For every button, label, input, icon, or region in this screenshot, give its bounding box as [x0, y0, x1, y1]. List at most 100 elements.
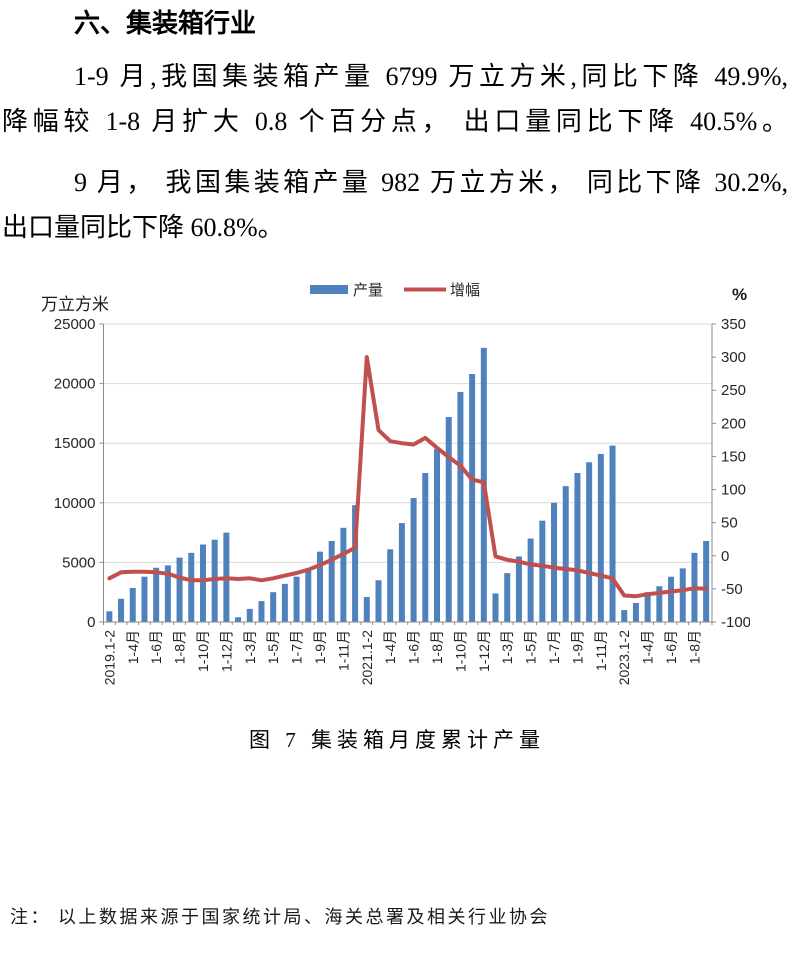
- paragraph-line: 9 月， 我国集装箱产量 982 万立方米， 同比下降 30.2%,: [74, 168, 788, 197]
- bar: [340, 527, 347, 622]
- svg-text:1-6月: 1-6月: [148, 630, 164, 664]
- svg-text:200: 200: [721, 415, 746, 432]
- production-chart: 0 5000 10000 15000 20000 25000 -100 -50 0 50 100 15…: [40, 278, 750, 715]
- x-axis-labels: 2019.1-2 1-4月 1-6月 1-8月 1-10月 1-12月 1-3月 1-5月 1-…: [101, 630, 702, 685]
- svg-text:1-7月: 1-7月: [546, 630, 562, 664]
- svg-text:1-4月: 1-4月: [382, 630, 398, 664]
- bar: [387, 549, 394, 622]
- svg-text:0: 0: [87, 614, 95, 631]
- bar: [141, 576, 148, 622]
- bar: [609, 445, 616, 622]
- chart-canvas: 0 5000 10000 15000 20000 25000 -100 -50 0 50 100 15…: [41, 282, 750, 685]
- bar: [188, 552, 195, 622]
- svg-text:350: 350: [721, 316, 746, 333]
- svg-text:1-12月: 1-12月: [476, 630, 492, 672]
- svg-text:1-9月: 1-9月: [312, 630, 328, 664]
- bar: [199, 544, 206, 622]
- svg-text:1-7月: 1-7月: [289, 630, 305, 664]
- svg-text:5000: 5000: [62, 554, 95, 571]
- bar: [270, 592, 277, 622]
- svg-text:1-5月: 1-5月: [265, 630, 281, 664]
- bar: [515, 556, 522, 622]
- svg-text:1-8月: 1-8月: [429, 630, 445, 664]
- svg-text:2021.1-2: 2021.1-2: [359, 630, 375, 685]
- svg-text:1-4月: 1-4月: [125, 630, 141, 664]
- bar: [164, 565, 171, 622]
- svg-text:1-10月: 1-10月: [452, 630, 468, 672]
- svg-text:1-9月: 1-9月: [569, 630, 585, 664]
- svg-text:1-8月: 1-8月: [172, 630, 188, 664]
- svg-text:1-10月: 1-10月: [195, 630, 211, 672]
- bar: [328, 540, 335, 622]
- svg-text:2023.1-2: 2023.1-2: [616, 630, 632, 685]
- bar: [586, 462, 593, 622]
- left-axis-title: 万立方米: [41, 295, 109, 314]
- section-title: 六、集装箱行业: [74, 8, 257, 38]
- svg-text:1-6月: 1-6月: [406, 630, 422, 664]
- svg-text:-100: -100: [721, 614, 750, 631]
- bar: [375, 580, 382, 622]
- bar: [668, 576, 675, 622]
- bar: [562, 486, 569, 622]
- bar: [621, 610, 628, 622]
- legend-bar-label: 产量: [353, 282, 383, 299]
- bar: [469, 374, 476, 622]
- paragraph-2: 9 月， 我国集装箱产量 982 万立方米， 同比下降 30.2%, 出口量同比下…: [2, 160, 788, 250]
- bar: [679, 568, 686, 622]
- legend-bar-swatch: [310, 285, 348, 294]
- svg-text:1-5月: 1-5月: [523, 630, 539, 664]
- bar: [597, 453, 604, 622]
- bar: [632, 602, 639, 622]
- svg-text:1-6月: 1-6月: [663, 630, 679, 664]
- bar: [176, 557, 183, 622]
- bar: [504, 573, 511, 622]
- growth-line: [107, 355, 709, 599]
- bar: [235, 617, 242, 622]
- bar: [644, 592, 651, 622]
- x-axis-ticks: [103, 622, 713, 625]
- legend-line-label: 增幅: [450, 282, 480, 299]
- svg-text:1-4月: 1-4月: [640, 630, 656, 664]
- svg-text:25000: 25000: [54, 316, 96, 333]
- svg-text:1-11月: 1-11月: [335, 630, 351, 671]
- bar: [434, 449, 440, 622]
- bar: [258, 601, 265, 622]
- bar: [410, 498, 417, 622]
- bar: [703, 540, 710, 622]
- bar: [539, 520, 546, 622]
- svg-text:1-3月: 1-3月: [242, 630, 258, 664]
- svg-text:250: 250: [721, 382, 746, 399]
- bar: [106, 611, 113, 622]
- svg-text:50: 50: [721, 515, 738, 532]
- right-axis-ticks: -100 -50 0 50 100 150 200 250 300 350: [712, 316, 750, 631]
- svg-text:-50: -50: [721, 581, 743, 598]
- body-paragraphs: 1-9 月,我国集装箱产量 6799 万立方米,同比下降 49.9%, 降幅较 1…: [2, 54, 788, 250]
- svg-text:100: 100: [721, 482, 746, 499]
- source-note: 注： 以上数据来源于国家统计局、海关总署及相关行业协会: [10, 907, 550, 927]
- bar: [129, 588, 136, 622]
- svg-text:300: 300: [721, 349, 746, 366]
- axes: [103, 324, 713, 623]
- svg-text:2019.1-2: 2019.1-2: [101, 630, 117, 685]
- bar: [246, 608, 253, 622]
- svg-text:150: 150: [721, 448, 746, 465]
- svg-text:1-8月: 1-8月: [686, 630, 702, 664]
- bar: [574, 473, 581, 622]
- bar: [422, 473, 429, 622]
- svg-text:1-11月: 1-11月: [593, 630, 609, 671]
- paragraph-line: 1-9 月,我国集装箱产量 6799 万立方米,同比下降 49.9%,: [74, 62, 788, 91]
- bar: [398, 523, 405, 622]
- right-axis-title: %: [732, 285, 747, 304]
- left-axis-ticks: 0 5000 10000 15000 20000 25000: [54, 316, 104, 631]
- bar: [363, 596, 370, 622]
- svg-text:0: 0: [721, 548, 729, 565]
- bar: [551, 502, 558, 622]
- bar: [118, 598, 125, 622]
- svg-text:15000: 15000: [54, 435, 96, 452]
- bar: [316, 551, 323, 622]
- bar: [445, 416, 452, 622]
- svg-text:1-3月: 1-3月: [499, 630, 515, 664]
- figure-caption: 图 7 集装箱月度累计产量: [249, 728, 545, 752]
- bar: [281, 583, 288, 622]
- svg-text:1-12月: 1-12月: [218, 630, 234, 672]
